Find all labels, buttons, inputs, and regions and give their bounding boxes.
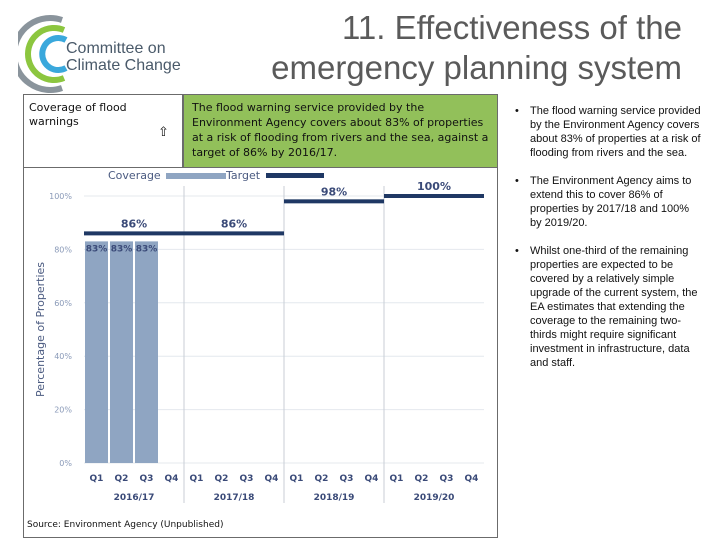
x-tick-label: Q1 [90, 474, 104, 484]
target-line [384, 194, 484, 198]
x-tick-label: Q2 [415, 474, 429, 484]
x-tick-label: Q4 [465, 474, 479, 484]
coverage-chart: Coverage Target 0% 20% 40% 60% 80% 100% Percenta… [34, 169, 484, 503]
legend-target-swatch [266, 173, 324, 178]
target-data-label: 98% [321, 185, 347, 198]
y-tick-label: 60% [54, 299, 72, 308]
x-tick-label: Q2 [115, 474, 129, 484]
bullet-item: • The Environment Agency aims to extend … [512, 174, 702, 230]
y-tick-label: 20% [54, 406, 72, 415]
logo-line-2: Climate Change [66, 57, 181, 74]
bullet-text: The flood warning service provided by th… [530, 105, 701, 159]
x-tick-label: Q1 [290, 474, 304, 484]
bullet-text: The Environment Agency aims to extend th… [530, 175, 692, 229]
legend-coverage-label: Coverage [108, 169, 161, 182]
title-line-1: 11. Effectiveness of the [342, 9, 682, 46]
y-tick-label: 80% [54, 245, 72, 254]
x-tick-label: Q1 [390, 474, 404, 484]
coverage-label: Coverage of flood warnings [29, 101, 127, 128]
up-arrow-icon: ⇧ [158, 125, 169, 140]
legend-coverage-swatch [166, 173, 226, 179]
coverage-bar [110, 241, 133, 463]
year-label: 2019/20 [414, 493, 455, 503]
year-label: 2018/19 [314, 493, 355, 503]
bullet-list: • The flood warning service provided by … [512, 104, 702, 384]
year-label: 2017/18 [214, 493, 255, 503]
x-tick-label: Q4 [165, 474, 179, 484]
logo-line-1: Committee on [66, 40, 166, 57]
target-line [284, 199, 384, 204]
target-data-label: 86% [221, 217, 247, 230]
x-tick-label: Q3 [240, 474, 254, 484]
logo-text: Committee on Climate Change [66, 40, 181, 74]
chart-source: Source: Environment Agency (Unpublished) [27, 520, 224, 530]
bullet-item: • The flood warning service provided by … [512, 104, 702, 160]
coverage-bar [135, 241, 158, 463]
bullet-marker: • [515, 175, 519, 187]
target-data-label: 100% [417, 180, 451, 193]
y-tick-label: 100% [49, 192, 72, 201]
target-data-label: 86% [121, 217, 147, 230]
bullet-marker: • [515, 105, 519, 117]
coverage-bar [85, 241, 108, 463]
summary-text: The flood warning service provided by th… [192, 101, 489, 159]
slide-title: 11. Effectiveness of the emergency plann… [212, 8, 682, 88]
coverage-data-label: 83% [136, 244, 158, 254]
y-axis-title: Percentage of Properties [34, 262, 47, 397]
x-tick-label: Q2 [315, 474, 329, 484]
coverage-data-label: 83% [111, 244, 133, 254]
x-tick-label: Q4 [365, 474, 379, 484]
y-tick-label: 40% [54, 352, 72, 361]
x-tick-label: Q2 [215, 474, 229, 484]
summary-callout: The flood warning service provided by th… [183, 94, 498, 168]
coverage-box: Coverage of flood warnings ⇧ [23, 94, 183, 168]
x-tick-label: Q1 [190, 474, 204, 484]
bullet-text: Whilst one-third of the remaining proper… [530, 245, 698, 369]
bullet-item: • Whilst one-third of the remaining prop… [512, 244, 702, 370]
y-tick-label: 0% [59, 459, 72, 468]
target-line [84, 231, 184, 236]
x-tick-label: Q3 [340, 474, 354, 484]
bullet-marker: • [515, 245, 519, 257]
year-label: 2016/17 [114, 493, 155, 503]
title-line-2: emergency planning system [271, 49, 682, 86]
x-tick-label: Q3 [440, 474, 454, 484]
coverage-data-label: 83% [86, 244, 108, 254]
x-tick-label: Q3 [140, 474, 154, 484]
legend-target-label: Target [225, 169, 261, 182]
target-line [184, 231, 284, 236]
x-tick-label: Q4 [265, 474, 279, 484]
